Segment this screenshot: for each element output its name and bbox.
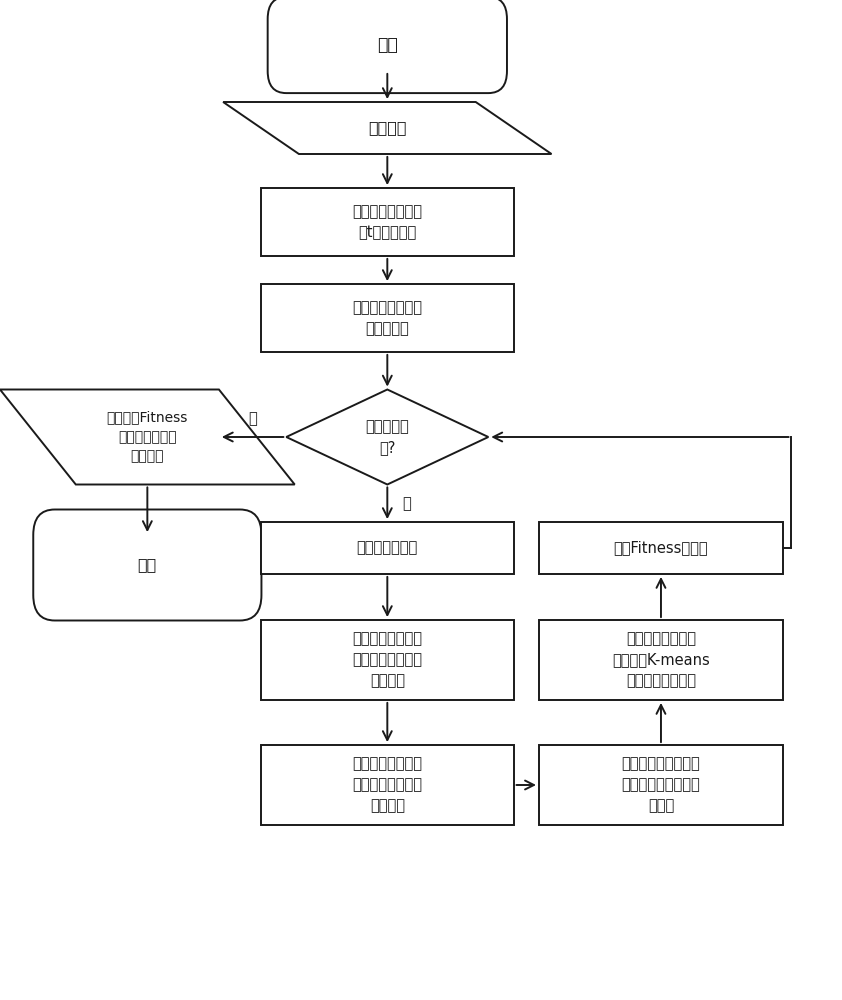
Polygon shape — [223, 102, 552, 154]
Bar — [539, 522, 783, 574]
Bar — [261, 188, 514, 256]
Bar — [539, 620, 783, 700]
Text: 依据基于密度的相
似函数计算稀疏相
似度矩阵: 依据基于密度的相 似函数计算稀疏相 似度矩阵 — [352, 632, 423, 688]
Bar — [261, 745, 514, 825]
Polygon shape — [0, 390, 295, 485]
Bar — [261, 522, 514, 574]
Bar — [261, 620, 514, 700]
Text: 对数据所有维进行
归一化处理: 对数据所有维进行 归一化处理 — [352, 300, 423, 336]
Text: 计算Fitness函数值: 计算Fitness函数值 — [614, 540, 708, 556]
Text: 更新临近点个数: 更新临近点个数 — [357, 540, 418, 556]
Text: 对特征向量组标准
化后进行K-means
聚类，得聚类结果: 对特征向量组标准 化后进行K-means 聚类，得聚类结果 — [612, 632, 710, 688]
Text: 迭代是否完
成?: 迭代是否完 成? — [365, 419, 409, 455]
Text: 是: 是 — [248, 412, 257, 426]
Text: 输出最大Fitness
函数值所对应的
聚类结果: 输出最大Fitness 函数值所对应的 聚类结果 — [107, 410, 188, 464]
FancyBboxPatch shape — [268, 0, 507, 93]
Text: 结束: 结束 — [138, 558, 157, 572]
Text: 输入数据: 输入数据 — [368, 120, 407, 135]
Polygon shape — [286, 390, 488, 485]
FancyBboxPatch shape — [33, 510, 261, 620]
Bar — [261, 284, 514, 352]
Bar — [539, 745, 783, 825]
Text: 调用自动确定聚类
中心算法确定聚类
中心个数: 调用自动确定聚类 中心算法确定聚类 中心个数 — [352, 756, 423, 814]
Text: 依据重新定义的特征
向量选取法选择特征
向量组: 依据重新定义的特征 向量选取法选择特征 向量组 — [621, 756, 701, 814]
Text: 设置初始临近点个
数t、迭代范围: 设置初始临近点个 数t、迭代范围 — [352, 204, 423, 240]
Text: 否: 否 — [402, 496, 411, 511]
Text: 开始: 开始 — [377, 36, 397, 54]
